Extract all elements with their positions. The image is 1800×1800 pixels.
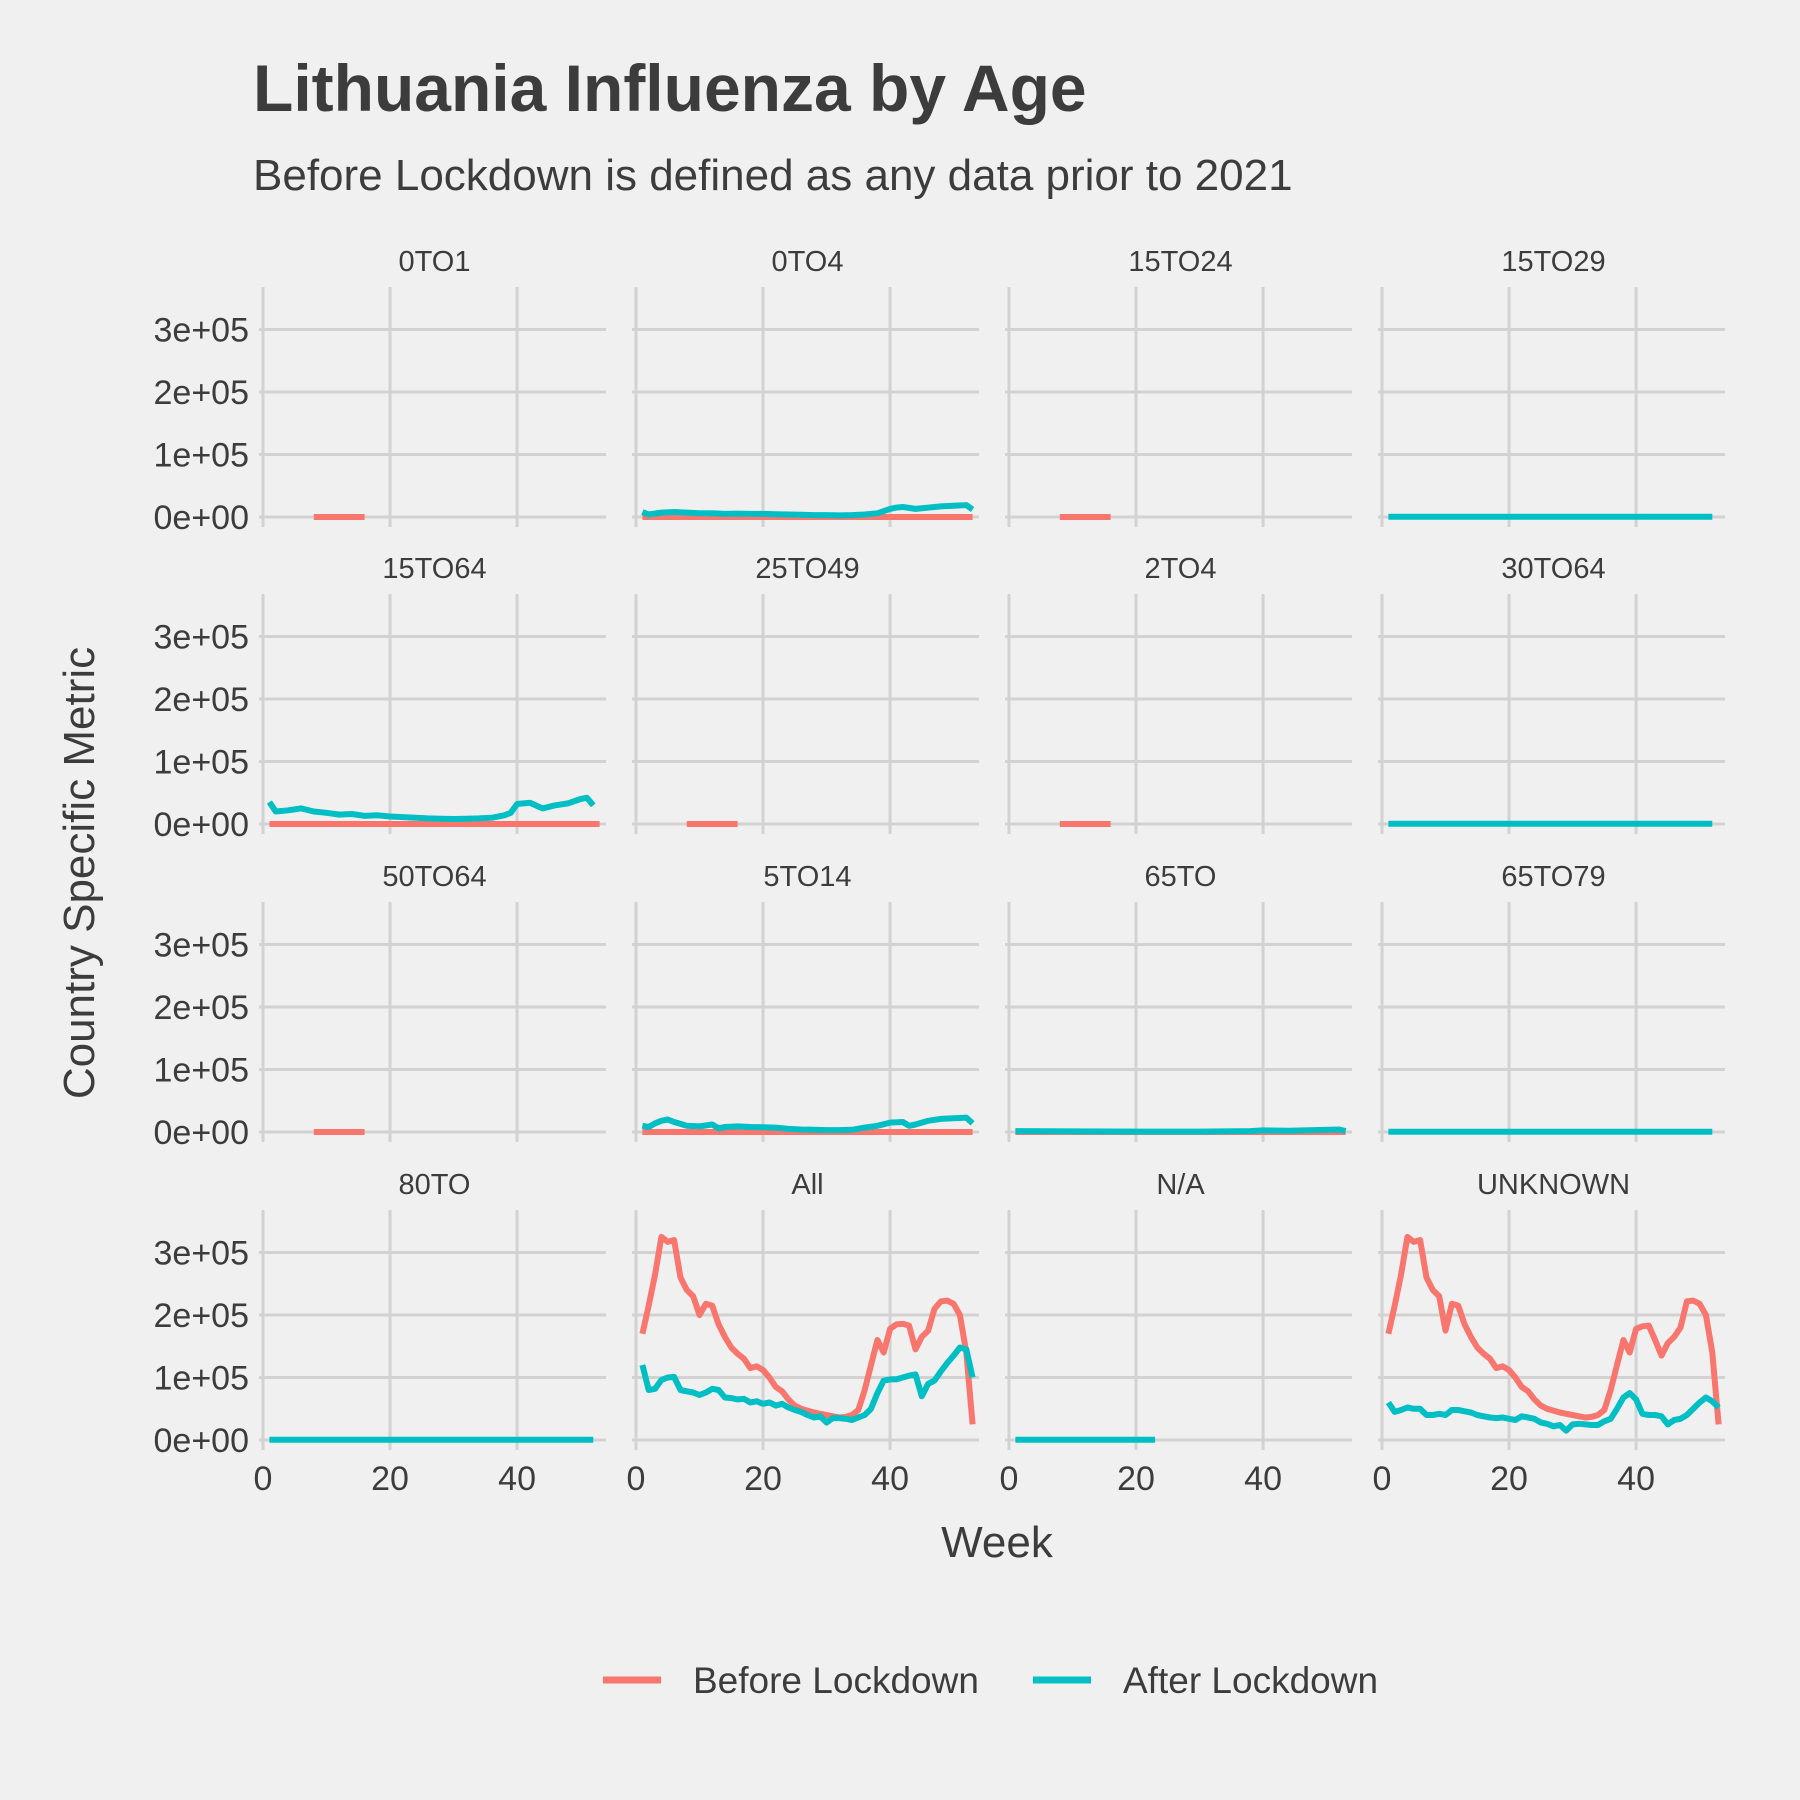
- facet-label: 30TO64: [1501, 553, 1605, 585]
- series-line-after-lockdown: [641, 1114, 975, 1134]
- facet-label: 65TO: [1144, 861, 1216, 893]
- y-tick-label: 1e+05: [154, 1360, 250, 1398]
- x-tick-label: 0: [1373, 1460, 1392, 1498]
- legend: Before Lockdown After Lockdown: [603, 1660, 1378, 1701]
- facet-label: 15TO64: [382, 553, 486, 585]
- facet-panel-15to29: 15TO29: [1378, 246, 1725, 527]
- facet-label: 50TO64: [382, 861, 486, 893]
- facet-label: 25TO49: [755, 553, 859, 585]
- y-tick-label: 2e+05: [154, 989, 250, 1027]
- y-tick-label: 3e+05: [154, 619, 250, 657]
- x-tick-label: 0: [1000, 1460, 1019, 1498]
- series-line-after-lockdown: [266, 794, 596, 822]
- facet-label: All: [791, 1169, 823, 1201]
- series-line-before-lockdown: [1385, 1233, 1722, 1425]
- x-tick-label: 40: [1617, 1460, 1655, 1498]
- series-line-after-lockdown: [641, 502, 975, 519]
- y-tick-label: 0e+00: [154, 499, 250, 537]
- facet-panel-all: All 0 20 40: [627, 1169, 979, 1498]
- x-tick-label: 40: [498, 1460, 536, 1498]
- x-tick-label: 20: [744, 1460, 782, 1498]
- legend-label: After Lockdown: [1123, 1660, 1378, 1701]
- facet-panels: 0TO1 0e+00 1e+05 2e+05 3e+05 0TO4 15TO24 15TO29…: [154, 246, 1725, 1498]
- facet-panel-0to1: 0TO1 0e+00 1e+05 2e+05 3e+05: [154, 246, 606, 537]
- facet-label: 15TO24: [1128, 246, 1232, 278]
- y-tick-label: 0e+00: [154, 1422, 250, 1460]
- x-axis-title: Week: [941, 1518, 1054, 1567]
- facet-panel-0to4: 0TO4: [632, 246, 979, 527]
- facet-panel-25to49: 25TO49: [632, 553, 979, 834]
- facet-label: 0TO1: [398, 246, 470, 278]
- x-tick-label: 0: [254, 1460, 273, 1498]
- facet-label: 2TO4: [1144, 553, 1216, 585]
- x-tick-label: 40: [871, 1460, 909, 1498]
- y-tick-label: 1e+05: [154, 744, 250, 782]
- facet-panel-5to14: 5TO14: [632, 861, 979, 1142]
- facet-panel-15to64: 15TO64 0e+00 1e+05 2e+05 3e+05: [154, 553, 606, 844]
- facet-label: 0TO4: [771, 246, 843, 278]
- y-tick-label: 2e+05: [154, 1297, 250, 1335]
- y-tick-label: 3e+05: [154, 927, 250, 965]
- series-line-after-lockdown: [1015, 1126, 1347, 1135]
- chart-subtitle: Before Lockdown is defined as any data p…: [253, 151, 1293, 200]
- x-tick-label: 20: [371, 1460, 409, 1498]
- legend-label: Before Lockdown: [693, 1660, 979, 1701]
- facet-label: 65TO79: [1501, 861, 1605, 893]
- facet-panel-2to4: 2TO4: [1005, 553, 1352, 834]
- facet-panel-unknown: UNKNOWN 0 20 40: [1373, 1169, 1725, 1498]
- x-tick-label: 40: [1244, 1460, 1282, 1498]
- series-line-after-lockdown: [1385, 1390, 1721, 1434]
- y-axis-title: Country Specific Metric: [55, 647, 104, 1099]
- y-tick-label: 2e+05: [154, 681, 250, 719]
- chart-title: Lithuania Influenza by Age: [253, 51, 1087, 125]
- series-line-after-lockdown: [639, 1344, 976, 1426]
- facet-label: 15TO29: [1501, 246, 1605, 278]
- facet-panel-80to: 80TO 0e+00 1e+05 2e+05 3e+05 0 20 40: [154, 1169, 606, 1498]
- x-tick-label: 20: [1490, 1460, 1528, 1498]
- x-tick-label: 20: [1117, 1460, 1155, 1498]
- facet-panel-na: N/A 0 20 40: [1000, 1169, 1352, 1498]
- y-tick-label: 3e+05: [154, 1235, 250, 1273]
- y-tick-label: 2e+05: [154, 374, 250, 412]
- series-line-before-lockdown: [639, 1233, 976, 1425]
- y-tick-label: 1e+05: [154, 437, 250, 475]
- facet-label: 80TO: [398, 1169, 470, 1201]
- x-tick-label: 0: [627, 1460, 646, 1498]
- facet-panel-30to64: 30TO64: [1378, 553, 1725, 834]
- facet-panel-50to64: 50TO64 0e+00 1e+05 2e+05 3e+05: [154, 861, 606, 1152]
- facet-panel-15to24: 15TO24: [1005, 246, 1352, 527]
- y-tick-label: 3e+05: [154, 312, 250, 350]
- facet-label: 5TO14: [763, 861, 851, 893]
- facet-panel-65to: 65TO: [1005, 861, 1352, 1142]
- y-tick-label: 0e+00: [154, 1114, 250, 1152]
- facet-label: N/A: [1156, 1169, 1205, 1201]
- facet-label: UNKNOWN: [1477, 1169, 1630, 1201]
- facet-panel-65to79: 65TO79: [1378, 861, 1725, 1142]
- y-tick-label: 1e+05: [154, 1052, 250, 1090]
- y-tick-label: 0e+00: [154, 806, 250, 844]
